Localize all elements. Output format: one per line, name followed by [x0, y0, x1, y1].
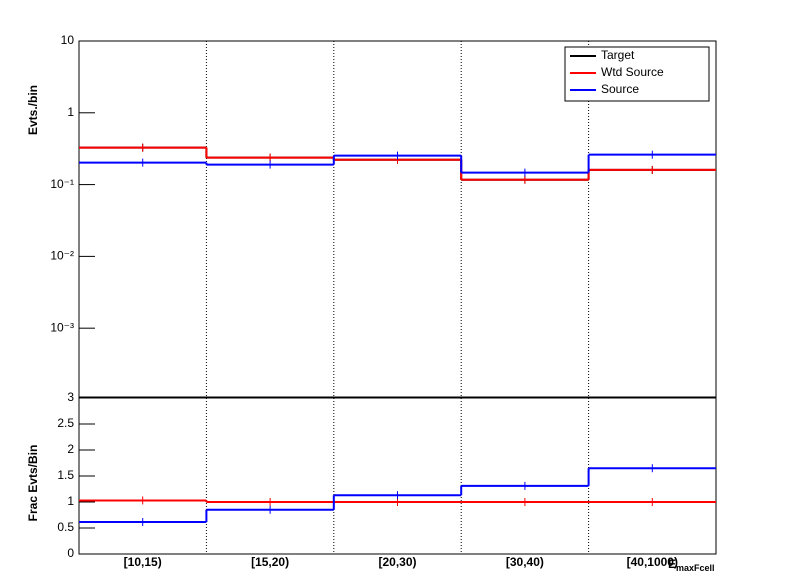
y-tick-label: 10⁻¹: [50, 177, 74, 191]
y-tick-label: 2: [67, 442, 74, 456]
y-tick-label: 10⁻²: [50, 249, 74, 263]
y-axis-title: Frac Evts/Bin: [26, 445, 40, 522]
legend-label: Source: [601, 82, 639, 96]
y-tick-label: 0: [67, 546, 74, 560]
legend-label: Wtd Source: [601, 65, 664, 79]
y-tick-label: 1: [67, 105, 74, 119]
upper-frame: [78, 40, 717, 398]
y-tick-label: 1.5: [57, 468, 74, 482]
x-tick-label: [15,20): [251, 555, 289, 569]
y-tick-label: 10⁻³: [50, 320, 74, 334]
x-axis-title-sub: maxFcell: [676, 563, 715, 572]
y-axis-title: Evts./bin: [26, 85, 40, 135]
y-tick-label: 1: [67, 494, 74, 508]
x-axis-title-main: E: [668, 557, 676, 571]
lower-frame: [78, 397, 717, 555]
y-tick-label: 3: [67, 390, 74, 404]
x-tick-label: [40,1000): [627, 555, 678, 569]
x-tick-label: [20,30): [378, 555, 416, 569]
y-tick-label: 0.5: [57, 520, 74, 534]
legend-label: Target: [601, 48, 635, 62]
x-tick-label: [10,15): [124, 555, 162, 569]
x-axis-title: EmaxFcell: [668, 557, 715, 572]
y-tick-label: 10: [61, 33, 75, 47]
y-tick-label: 2.5: [57, 416, 74, 430]
x-tick-label: [30,40): [506, 555, 544, 569]
